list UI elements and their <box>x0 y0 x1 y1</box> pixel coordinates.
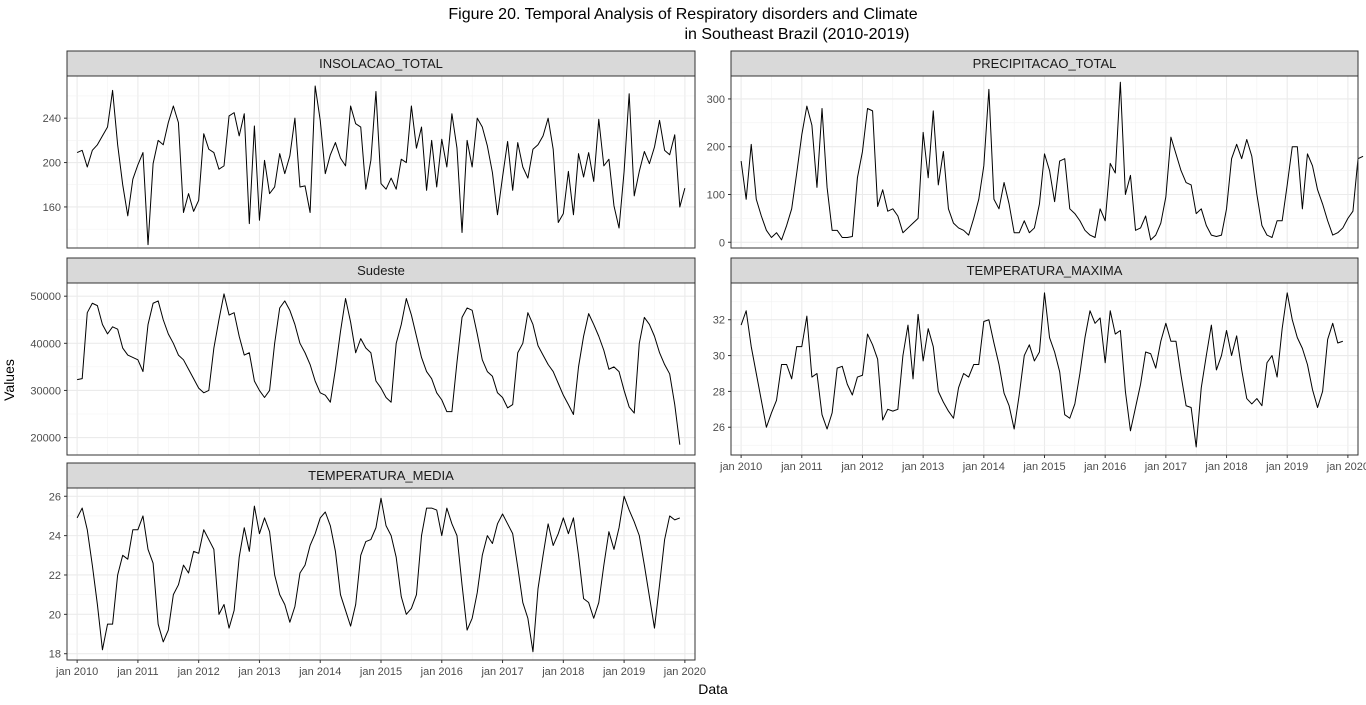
y-tick-label: 200 <box>707 142 725 154</box>
series-line-insolacao-total <box>76 85 686 246</box>
y-tick-label: 200 <box>43 158 61 170</box>
y-tick-label: 240 <box>43 113 61 125</box>
series-line-temperatura-media <box>76 495 680 653</box>
y-tick-label: 18 <box>49 649 61 661</box>
panel-border <box>66 282 696 456</box>
panel-temperatura-media: TEMPERATURA_MEDIA 18 20 22 24 26 jan 2010 jan 2… <box>49 462 706 678</box>
x-tick-label: jan 2017 <box>1144 461 1187 473</box>
x-tick-label: jan 2020 <box>1326 461 1366 473</box>
y-tick-label: 26 <box>49 491 61 503</box>
x-tick-label: jan 2011 <box>116 666 158 678</box>
y-tick-label: 20000 <box>30 433 61 445</box>
y-tick-label: 50000 <box>30 291 61 303</box>
x-tick-label: jan 2013 <box>237 666 280 678</box>
panel-border <box>730 75 1359 249</box>
x-tick-label: jan 2012 <box>177 666 220 678</box>
y-tick-label: 24 <box>49 531 61 543</box>
facet-strip <box>66 462 696 489</box>
x-tick-label: jan 2014 <box>298 666 341 678</box>
y-tick-label: 28 <box>713 386 725 398</box>
panel-insolacao-total: INSOLACAO_TOTAL 160 200 240 <box>43 50 696 249</box>
x-tick-label: jan 2016 <box>1083 461 1126 473</box>
y-tick-label: 100 <box>707 189 725 201</box>
x-tick-label: jan 2018 <box>541 666 584 678</box>
y-tick-label: 22 <box>49 570 61 582</box>
y-tick-label: 30000 <box>30 385 61 397</box>
facet-strip <box>66 50 696 77</box>
series-line-precipitacao-total <box>740 81 1364 241</box>
panel-temperatura-maxima: TEMPERATURA_MAXIMA 26 28 30 32 jan 2010 jan 20… <box>713 257 1366 473</box>
y-tick-label: 160 <box>43 202 61 214</box>
y-tick-label: 40000 <box>30 338 61 350</box>
x-tick-label: jan 2013 <box>901 461 944 473</box>
x-tick-label: jan 2010 <box>55 666 98 678</box>
y-tick-label: 32 <box>713 315 725 327</box>
facet-strip-label: TEMPERATURA_MAXIMA <box>967 263 1123 278</box>
x-tick-label: jan 2019 <box>602 666 645 678</box>
x-tick-label: jan 2010 <box>719 461 762 473</box>
y-tick-label: 20 <box>49 609 61 621</box>
x-tick-label: jan 2011 <box>780 461 822 473</box>
figure-title-line-1: Figure 20. Temporal Analysis of Respirat… <box>448 6 918 23</box>
y-tick-label: 30 <box>713 351 725 363</box>
series-line-sudeste <box>77 293 681 445</box>
x-tick-label: jan 2018 <box>1204 461 1247 473</box>
panel-border <box>66 75 696 249</box>
series-line-temperatura-maxima <box>740 292 1343 448</box>
panel-precipitacao-total: PRECIPITACAO_TOTAL 0 100 200 300 <box>707 50 1364 249</box>
facet-strip <box>66 257 696 284</box>
x-tick-label: jan 2020 <box>663 666 706 678</box>
facet-strip-label: PRECIPITACAO_TOTAL <box>973 56 1117 71</box>
x-tick-label: jan 2014 <box>962 461 1005 473</box>
y-tick-label: 0 <box>719 237 725 249</box>
x-tick-label: jan 2016 <box>420 666 463 678</box>
y-tick-label: 300 <box>707 94 725 106</box>
x-tick-label: jan 2012 <box>840 461 883 473</box>
x-axis-label: Data <box>698 681 728 697</box>
panel-sudeste: Sudeste 20000 30000 40000 50000 <box>30 257 696 456</box>
facet-strip <box>730 257 1359 284</box>
x-tick-label: jan 2015 <box>359 666 402 678</box>
y-tick-label: 26 <box>713 422 725 434</box>
x-tick-label: jan 2017 <box>480 666 523 678</box>
facet-strip <box>730 50 1359 77</box>
facet-strip-label: TEMPERATURA_MEDIA <box>308 468 454 483</box>
facet-strip-label: INSOLACAO_TOTAL <box>319 56 443 71</box>
x-tick-label: jan 2019 <box>1265 461 1308 473</box>
facet-strip-label: Sudeste <box>357 263 405 278</box>
figure-title-line-2: in Southeast Brazil (2010-2019) <box>684 26 910 43</box>
x-tick-label: jan 2015 <box>1022 461 1065 473</box>
